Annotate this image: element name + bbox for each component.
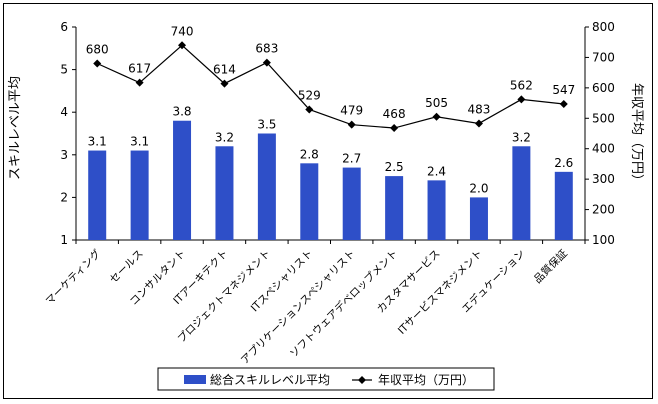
y-tick-label: 2 — [60, 190, 68, 204]
bar — [342, 167, 361, 240]
y-tick-label: 5 — [60, 63, 68, 77]
bar — [257, 133, 276, 240]
y-tick-label: 1 — [60, 233, 68, 247]
y2-tick-label: 700 — [592, 50, 615, 64]
bar — [385, 176, 404, 240]
y-tick-label: 6 — [60, 20, 68, 34]
line-value-label: 740 — [171, 24, 194, 38]
line-value-label: 683 — [255, 42, 278, 56]
line-value-label: 529 — [298, 88, 321, 102]
bar — [88, 150, 107, 240]
bar — [512, 146, 531, 240]
line-point — [178, 41, 187, 50]
bar — [130, 150, 149, 240]
line-point — [559, 99, 568, 108]
line-point — [262, 58, 271, 67]
category-label: マーケティング — [43, 247, 104, 308]
category-label: 品質保証 — [531, 247, 570, 286]
bar-value-label: 2.8 — [300, 147, 319, 161]
bar — [173, 120, 192, 240]
y2-tick-label: 600 — [592, 81, 615, 95]
line-point — [220, 79, 229, 88]
y2-tick-label: 100 — [592, 233, 615, 247]
line-point — [305, 105, 314, 114]
line-point — [135, 78, 144, 87]
category-label: ITサービスマネジメント — [396, 248, 485, 337]
y2-tick-label: 400 — [592, 142, 615, 156]
line-value-label: 562 — [510, 78, 533, 92]
bar-value-label: 3.5 — [257, 118, 276, 132]
y-tick-label: 3 — [60, 148, 68, 162]
bar-value-label: 3.1 — [88, 135, 107, 149]
line-point — [432, 112, 441, 121]
bar-value-label: 2.6 — [554, 156, 573, 170]
legend-line-marker — [358, 376, 366, 384]
bar — [215, 146, 234, 240]
line-value-label: 614 — [213, 63, 236, 77]
legend-bar-swatch — [184, 375, 206, 384]
y2-tick-label: 300 — [592, 172, 615, 186]
bar-value-label: 2.5 — [385, 160, 404, 174]
bar — [300, 163, 319, 240]
line-point — [390, 124, 399, 133]
y-axis-title: スキルレベル平均 — [8, 76, 23, 180]
bar-value-label: 3.1 — [130, 135, 149, 149]
bar-value-label: 3.2 — [215, 130, 234, 144]
y2-axis-title: 年収平均（万円） — [629, 83, 644, 187]
income-line — [96, 44, 564, 129]
bar-value-label: 2.0 — [469, 181, 488, 195]
legend-bar-label: 総合スキルレベル平均 — [210, 372, 330, 387]
chart-frame — [3, 3, 653, 399]
line-value-label: 483 — [468, 102, 491, 116]
line-value-label: 680 — [86, 43, 109, 57]
bar — [554, 171, 573, 240]
line-point — [347, 120, 356, 129]
bar-value-label: 3.8 — [172, 105, 191, 119]
bar — [469, 197, 488, 240]
line-value-label: 547 — [552, 83, 575, 97]
bar — [427, 180, 446, 240]
line-point — [474, 119, 483, 128]
bar-value-label: 2.7 — [342, 152, 361, 166]
y2-tick-label: 200 — [592, 203, 615, 217]
legend: 総合スキルレベル平均 年収平均（万円） — [157, 367, 495, 391]
plot-area: 1 2 3 4 5 6 100 200 300 400 500 600 700 800 3.1 3.1 3.8 3… — [43, 20, 615, 367]
y2-tick-label: 800 — [592, 20, 615, 34]
line-value-label: 505 — [425, 96, 448, 110]
line-value-label: 479 — [340, 104, 363, 118]
line-point — [93, 59, 102, 68]
y-tick-label: 4 — [60, 105, 68, 119]
category-label: セールス — [108, 248, 146, 286]
line-value-label: 468 — [383, 107, 406, 121]
bar-value-label: 2.4 — [427, 164, 446, 178]
y2-tick-label: 500 — [592, 111, 615, 125]
legend-line-label: 年収平均（万円） — [378, 373, 474, 387]
bar-value-label: 3.2 — [512, 130, 531, 144]
line-value-label: 617 — [128, 62, 151, 76]
line-point — [517, 95, 526, 104]
